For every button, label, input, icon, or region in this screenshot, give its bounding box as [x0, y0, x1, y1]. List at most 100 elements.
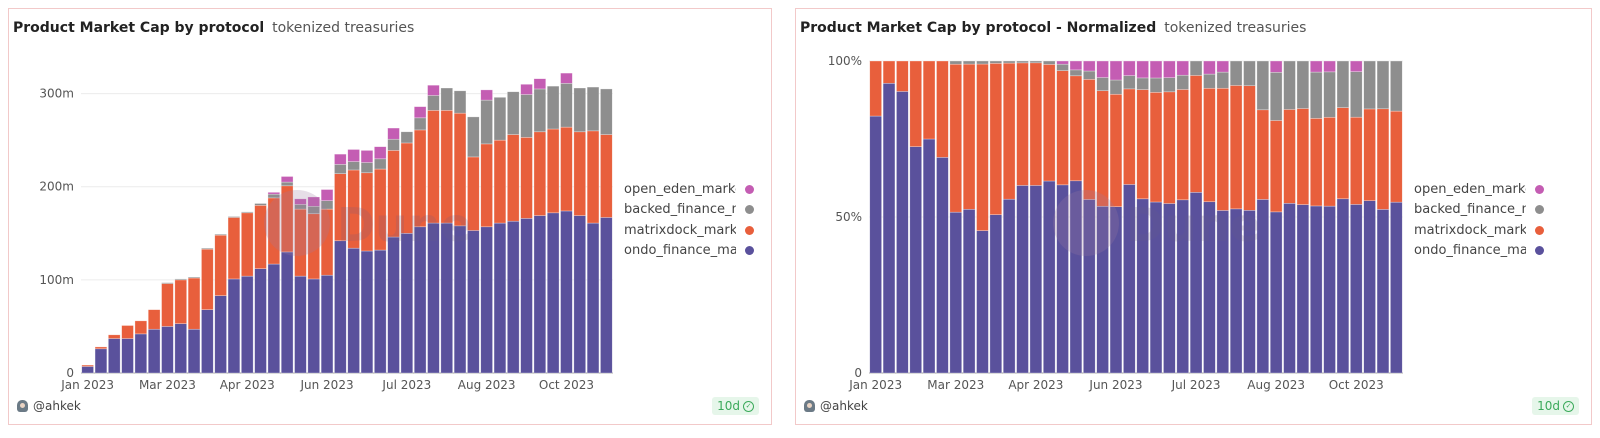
author[interactable]: @ahkek	[804, 399, 868, 413]
bar-ondo	[94, 348, 108, 374]
legend-item-open_eden[interactable]: open_eden_marke	[624, 179, 754, 200]
legend-item-matrixdock[interactable]: matrixdock_marke	[1414, 220, 1544, 241]
bar-matrixdock	[896, 60, 909, 92]
bar-backed	[413, 117, 427, 131]
legend-label: matrixdock_marke	[1414, 222, 1526, 238]
bar-backed	[453, 90, 467, 114]
bar-backed	[280, 181, 294, 187]
legend-item-matrixdock[interactable]: matrixdock_marke	[624, 220, 754, 241]
bar-matrixdock	[174, 279, 187, 324]
legend-label: backed_finance_m	[1414, 202, 1526, 218]
bar-ondo	[1296, 204, 1310, 374]
bar-ondo	[896, 91, 909, 374]
author[interactable]: @ahkek	[17, 399, 81, 413]
bar-backed	[374, 158, 387, 170]
bar-backed	[493, 97, 507, 141]
bar-matrixdock	[1336, 107, 1350, 200]
market-cap-chart: 0 100m 200m 300m Dune Jan 2023 Mar 2023 Apr 202…	[39, 72, 613, 392]
bar-ondo	[147, 328, 161, 374]
check-circle-icon: ✓	[1563, 400, 1574, 412]
legend-item-backed[interactable]: backed_finance_m	[1414, 200, 1544, 221]
bar-ondo	[1269, 211, 1283, 374]
watermark-logo-icon	[1053, 190, 1119, 256]
bar-open_eden	[1163, 60, 1176, 78]
bar-backed	[347, 161, 360, 171]
bar-ondo	[480, 226, 493, 374]
x-tick-label: Jan 2023	[848, 378, 902, 392]
bar-ondo	[1309, 205, 1323, 374]
bar-matrixdock	[1216, 87, 1230, 211]
legend-label: ondo_finance_mar	[624, 243, 736, 259]
bar-ondo	[174, 323, 187, 374]
bar-backed	[1029, 60, 1043, 64]
refresh-age-badge[interactable]: 10d ✓	[1532, 397, 1579, 415]
bar-matrixdock	[81, 364, 94, 367]
bar-matrixdock	[161, 283, 174, 327]
legend-label: open_eden_marke	[624, 181, 736, 197]
bar-open_eden	[413, 106, 427, 119]
bar-backed	[600, 88, 613, 135]
bar-ondo	[546, 212, 560, 374]
legend-item-ondo[interactable]: ondo_finance_mar	[624, 241, 754, 262]
legend-item-open_eden[interactable]: open_eden_marke	[1414, 179, 1544, 200]
bar-open_eden	[1149, 60, 1163, 79]
bar-ondo	[387, 236, 400, 374]
legend: open_eden_marke backed_finance_m matrixdoc…	[1414, 179, 1544, 261]
bar-ondo	[989, 214, 1003, 374]
bar-backed	[227, 216, 241, 218]
x-tick-label: Jul 2023	[1171, 378, 1221, 392]
bar-ondo	[1323, 205, 1336, 374]
y-tick-label: 0	[854, 366, 862, 380]
legend-dot-icon	[1535, 246, 1544, 256]
bar-backed	[387, 138, 400, 151]
x-tick-label: Aug 2023	[1247, 378, 1305, 392]
bar-backed	[334, 164, 347, 174]
bar-matrixdock	[922, 60, 936, 140]
bar-ondo	[882, 82, 896, 374]
watermark-logo-icon	[264, 190, 330, 256]
bar-ondo	[227, 278, 241, 374]
bar-open_eden	[387, 127, 400, 140]
bar-backed	[1016, 60, 1029, 64]
x-tick-label: Aug 2023	[458, 378, 516, 392]
bar-backed	[1189, 60, 1203, 76]
bar-backed	[533, 88, 547, 133]
legend-item-backed[interactable]: backed_finance_m	[624, 200, 754, 221]
bar-backed	[1203, 73, 1216, 89]
x-tick-label: Mar 2023	[927, 378, 984, 392]
bar-backed	[360, 162, 374, 174]
normalized-chart: 0 50% 100% Dune Jan 2023 Mar 2023 Apr 2023 Jun …	[828, 54, 1403, 392]
bar-backed	[1323, 71, 1336, 118]
bar-backed	[1163, 77, 1176, 93]
bar-matrixdock	[962, 63, 976, 210]
legend: open_eden_marke backed_finance_m matrixdoc…	[624, 179, 754, 261]
y-tick-label: 100%	[828, 54, 862, 68]
y-tick-label: 50%	[835, 210, 862, 224]
bar-backed	[586, 86, 600, 132]
bar-backed	[1336, 60, 1350, 108]
bar-matrixdock	[1363, 108, 1376, 201]
bar-matrixdock	[976, 63, 989, 231]
bar-ondo	[1390, 201, 1403, 374]
bar-open_eden	[294, 198, 307, 205]
legend-dot-icon	[745, 205, 754, 215]
bar-backed	[1309, 71, 1323, 119]
bar-matrixdock	[1029, 62, 1043, 186]
bar-matrixdock	[546, 128, 560, 214]
bar-backed	[400, 131, 414, 144]
bar-ondo	[507, 220, 520, 374]
bar-matrixdock	[1269, 120, 1283, 213]
bar-backed	[440, 87, 453, 111]
bar-open_eden	[1109, 60, 1123, 81]
legend-dot-icon	[1535, 225, 1544, 235]
avatar-icon	[17, 400, 28, 412]
legend-item-ondo[interactable]: ondo_finance_mar	[1414, 241, 1544, 262]
refresh-age-badge[interactable]: 10d ✓	[712, 397, 759, 415]
bar-ondo	[360, 250, 374, 374]
bar-backed	[949, 60, 963, 65]
bar-matrixdock	[108, 334, 121, 339]
bar-backed	[1056, 63, 1069, 71]
bar-backed	[546, 85, 560, 130]
bar-matrixdock	[241, 212, 254, 277]
legend-dot-icon	[745, 225, 754, 235]
